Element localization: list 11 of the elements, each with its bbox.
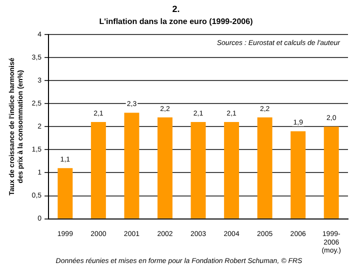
- bar: [58, 168, 73, 218]
- bar: [124, 112, 140, 218]
- bar: [158, 117, 172, 218]
- chart-title: 2.: [172, 4, 180, 14]
- chart-subtitle: L'inflation dans la zone euro (1999-2006): [99, 16, 254, 26]
- bar: [257, 117, 272, 218]
- bar: [324, 126, 339, 218]
- bar: [190, 122, 206, 218]
- bar: [224, 122, 240, 218]
- bar: [90, 122, 106, 218]
- bar: [290, 131, 306, 218]
